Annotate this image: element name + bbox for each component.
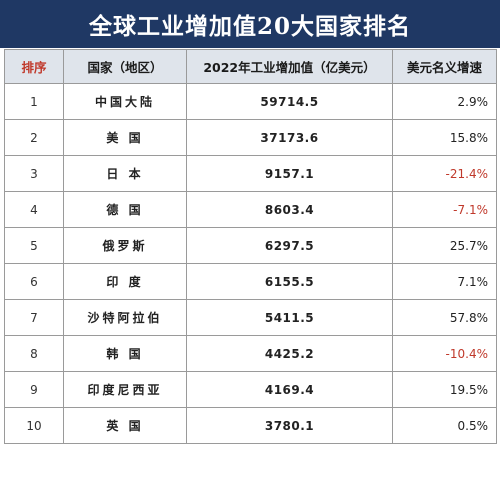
rank-cell: 1	[4, 83, 64, 120]
growth-cell: -7.1%	[392, 191, 497, 228]
growth-cell: 15.8%	[392, 119, 497, 156]
growth-cell: -21.4%	[392, 155, 497, 192]
value-cell: 59714.5	[186, 83, 393, 120]
country-cell: 中国大陆	[63, 83, 187, 120]
growth-cell: 0.5%	[392, 407, 497, 444]
rank-cell: 6	[4, 263, 64, 300]
rank-cell: 10	[4, 407, 64, 444]
country-cell: 美 国	[63, 119, 187, 156]
country-cell: 沙特阿拉伯	[63, 299, 187, 336]
rank-cell: 8	[4, 335, 64, 372]
table-row: 4 德 国 8603.4 -7.1%	[4, 191, 497, 228]
growth-cell: 19.5%	[392, 371, 497, 408]
country-cell: 韩 国	[63, 335, 187, 372]
header-value: 2022年工业增加值（亿美元）	[186, 49, 393, 84]
table-row: 2 美 国 37173.6 15.8%	[4, 119, 497, 156]
country-cell: 英 国	[63, 407, 187, 444]
value-cell: 5411.5	[186, 299, 393, 336]
table-row: 10 英 国 3780.1 0.5%	[4, 407, 497, 444]
value-cell: 6297.5	[186, 227, 393, 264]
growth-cell: -10.4%	[392, 335, 497, 372]
value-cell: 4169.4	[186, 371, 393, 408]
table-row: 7 沙特阿拉伯 5411.5 57.8%	[4, 299, 497, 336]
ranking-table: 排序 国家（地区） 2022年工业增加值（亿美元） 美元名义增速 1 中国大陆 …	[4, 49, 497, 444]
rank-cell: 5	[4, 227, 64, 264]
rank-cell: 9	[4, 371, 64, 408]
rank-cell: 2	[4, 119, 64, 156]
header-country: 国家（地区）	[63, 49, 187, 84]
header-rank: 排序	[4, 49, 64, 84]
header-growth: 美元名义增速	[392, 49, 497, 84]
country-cell: 日 本	[63, 155, 187, 192]
value-cell: 37173.6	[186, 119, 393, 156]
table-row: 9 印度尼西亚 4169.4 19.5%	[4, 371, 497, 408]
growth-cell: 7.1%	[392, 263, 497, 300]
country-cell: 印度尼西亚	[63, 371, 187, 408]
table-row: 8 韩 国 4425.2 -10.4%	[4, 335, 497, 372]
value-cell: 6155.5	[186, 263, 393, 300]
growth-cell: 2.9%	[392, 83, 497, 120]
rank-cell: 7	[4, 299, 64, 336]
value-cell: 4425.2	[186, 335, 393, 372]
table-row: 3 日 本 9157.1 -21.4%	[4, 155, 497, 192]
page-title: 全球工业增加值20大国家排名	[88, 13, 411, 40]
value-cell: 8603.4	[186, 191, 393, 228]
value-cell: 3780.1	[186, 407, 393, 444]
rank-cell: 3	[4, 155, 64, 192]
table-row: 5 俄罗斯 6297.5 25.7%	[4, 227, 497, 264]
growth-cell: 57.8%	[392, 299, 497, 336]
country-cell: 德 国	[63, 191, 187, 228]
table-row: 6 印 度 6155.5 7.1%	[4, 263, 497, 300]
growth-cell: 25.7%	[392, 227, 497, 264]
value-cell: 9157.1	[186, 155, 393, 192]
table-header-row: 排序 国家（地区） 2022年工业增加值（亿美元） 美元名义增速	[4, 49, 497, 84]
table-row: 1 中国大陆 59714.5 2.9%	[4, 83, 497, 120]
title-bar: 全球工业增加值20大国家排名	[0, 0, 500, 48]
country-cell: 俄罗斯	[63, 227, 187, 264]
country-cell: 印 度	[63, 263, 187, 300]
rank-cell: 4	[4, 191, 64, 228]
